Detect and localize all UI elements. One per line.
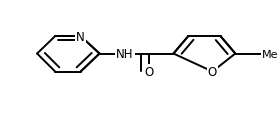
Text: Me: Me [262, 49, 279, 59]
Text: NH: NH [116, 48, 134, 60]
Text: Me: Me [262, 49, 279, 59]
Text: N: N [76, 30, 85, 43]
Text: O: O [145, 65, 154, 78]
Text: O: O [208, 65, 217, 78]
